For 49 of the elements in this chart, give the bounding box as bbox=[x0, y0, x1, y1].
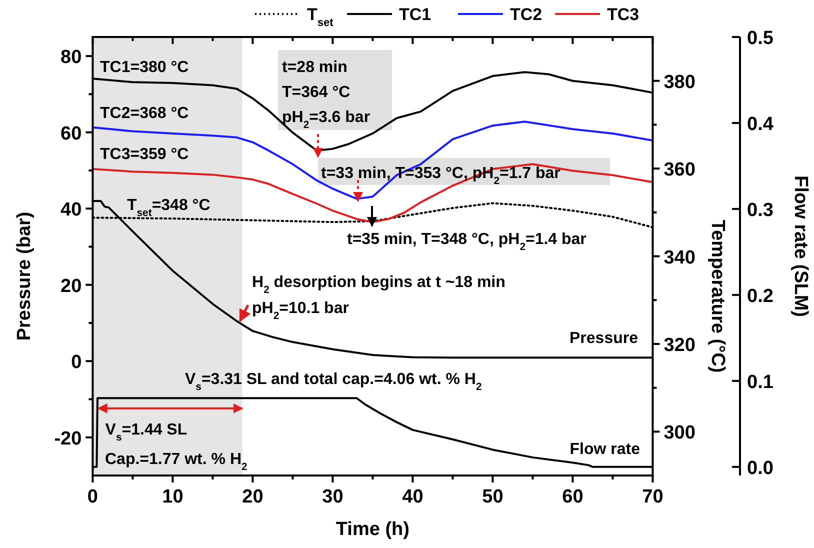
annotation: Pressure bbox=[570, 330, 638, 347]
y2-axis-title: Temperature (°C) bbox=[707, 220, 728, 373]
y2-tick-label: 320 bbox=[664, 334, 696, 356]
legend-label: TC1 bbox=[399, 5, 432, 24]
annotation: TC3=359 °C bbox=[100, 146, 190, 163]
annotation: pH$_{2}$=3.6 bar bbox=[282, 109, 370, 130]
y3-axis-title: Flow rate (SLM) bbox=[790, 176, 811, 317]
x-tick-label: 70 bbox=[642, 486, 664, 508]
annotation: H$_{2}$ desorption begins at t ~18 min bbox=[252, 274, 506, 296]
annotation: T$_{set}$=348 °C bbox=[127, 197, 211, 218]
y3-tick-label: 0.2 bbox=[747, 286, 774, 307]
x-tick-label: 60 bbox=[562, 486, 584, 508]
legend-label: T$_{set}$ bbox=[307, 5, 334, 29]
y3-tick-label: 0.5 bbox=[747, 28, 774, 49]
x-tick-label: 50 bbox=[482, 486, 504, 508]
y-axis-title: Pressure (bar) bbox=[14, 212, 35, 341]
y3-tick-label: 0.1 bbox=[747, 372, 774, 393]
annotation: TC2=368 °C bbox=[100, 105, 190, 122]
x-tick-label: 0 bbox=[87, 486, 98, 508]
y2-tick-label: 380 bbox=[664, 72, 696, 93]
y-tick-label: 60 bbox=[60, 123, 82, 144]
y3-tick-label: 0.3 bbox=[747, 200, 774, 221]
annotation: pH$_{2}$=10.1 bar bbox=[252, 300, 349, 322]
x-tick-label: 30 bbox=[322, 486, 344, 508]
y3-tick-label: 0.0 bbox=[747, 458, 774, 479]
x-axis-title: Time (h) bbox=[336, 519, 410, 540]
annotation: t=35 min, T=348 °C, pH$_{2}$=1.4 bar bbox=[347, 231, 586, 252]
legend-label: TC2 bbox=[510, 5, 542, 24]
x-tick-label: 20 bbox=[242, 486, 264, 508]
annotation: V$_{s}$=3.31 SL and total cap.=4.06 wt. % H$_{2}$ bbox=[185, 371, 482, 392]
y-tick-label: -20 bbox=[54, 428, 82, 450]
y-tick-label: 20 bbox=[60, 276, 82, 297]
annotation: V$_{s}$=1.44 SL bbox=[105, 421, 188, 443]
x-tick-label: 10 bbox=[162, 486, 184, 508]
annotation: t=28 min bbox=[282, 59, 348, 76]
y2-tick-label: 340 bbox=[664, 247, 696, 268]
annotation: T=364 °C bbox=[282, 84, 351, 101]
x-tick-label: 40 bbox=[402, 486, 424, 508]
annotation: Cap.=1.77 wt. % H$_{2}$ bbox=[105, 451, 248, 472]
y3-tick-label: 0.4 bbox=[747, 114, 774, 135]
annotation: TC1=380 °C bbox=[100, 59, 190, 76]
line-series bbox=[92, 163, 654, 224]
legend-label: TC3 bbox=[607, 5, 640, 24]
y-tick-label: 0 bbox=[71, 352, 82, 374]
y-tick-label: 80 bbox=[60, 47, 82, 68]
y2-tick-label: 300 bbox=[664, 422, 696, 444]
y-tick-label: 40 bbox=[60, 200, 82, 221]
y2-tick-label: 360 bbox=[664, 160, 696, 181]
annotation: Flow rate bbox=[570, 441, 640, 458]
